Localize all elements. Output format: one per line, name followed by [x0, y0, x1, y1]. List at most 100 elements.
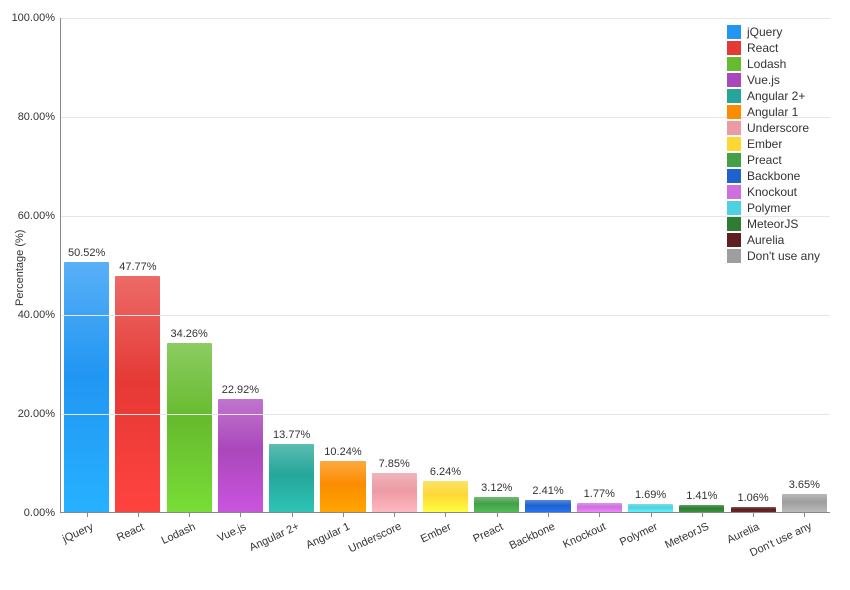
x-tick-label: Lodash: [160, 521, 198, 547]
gridline: [61, 117, 830, 118]
bars-container: 50.52%jQuery47.77%React34.26%Lodash22.92…: [61, 18, 830, 512]
legend-swatch: [727, 41, 741, 55]
legend-item: Vue.js: [727, 73, 820, 87]
legend-swatch: [727, 153, 741, 167]
bar-value-label: 10.24%: [324, 446, 361, 458]
x-tick-label: Angular 2+: [247, 520, 301, 553]
legend-swatch: [727, 121, 741, 135]
y-tick-label: 20.00%: [18, 408, 61, 420]
gridline: [61, 216, 830, 217]
x-tick-label: Aurelia: [725, 521, 761, 546]
x-tick-label: jQuery: [60, 521, 94, 546]
bar-slot: 22.92%Vue.js: [215, 18, 266, 512]
bar-value-label: 3.65%: [789, 479, 820, 491]
legend-item: Angular 1: [727, 105, 820, 119]
legend-label: Don't use any: [747, 249, 820, 263]
x-tick-label: Angular 1: [304, 521, 352, 552]
bar-value-label: 6.24%: [430, 466, 461, 478]
bar-value-label: 13.77%: [273, 429, 310, 441]
legend-label: Preact: [747, 153, 782, 167]
gridline: [61, 414, 830, 415]
x-tick-label: Polymer: [618, 521, 660, 549]
bar-value-label: 50.52%: [68, 247, 105, 259]
bar-slot: 2.41%Backbone: [522, 18, 573, 512]
bar-value-label: 1.77%: [584, 488, 615, 500]
x-tick-mark: [343, 512, 344, 517]
legend-label: Knockout: [747, 185, 797, 199]
legend-item: React: [727, 41, 820, 55]
legend-label: Backbone: [747, 169, 800, 183]
y-tick-label: 100.00%: [12, 12, 61, 24]
x-tick-mark: [651, 512, 652, 517]
bar: 47.77%: [115, 276, 160, 512]
bar-slot: 50.52%jQuery: [61, 18, 112, 512]
bar: 7.85%: [372, 473, 417, 512]
bar: 10.24%: [320, 461, 365, 512]
x-tick-mark: [87, 512, 88, 517]
bar: 3.12%: [474, 497, 519, 512]
x-tick-mark: [445, 512, 446, 517]
legend-label: Lodash: [747, 57, 786, 71]
legend-label: Underscore: [747, 121, 809, 135]
legend-swatch: [727, 169, 741, 183]
legend-swatch: [727, 89, 741, 103]
bar-slot: 1.77%Knockout: [574, 18, 625, 512]
bar: 6.24%: [423, 481, 468, 512]
x-tick-mark: [138, 512, 139, 517]
bar-slot: 13.77%Angular 2+: [266, 18, 317, 512]
bar: 1.77%: [577, 503, 622, 512]
x-tick-mark: [702, 512, 703, 517]
legend-label: React: [747, 41, 778, 55]
x-tick-mark: [189, 512, 190, 517]
legend-swatch: [727, 137, 741, 151]
legend-item: Ember: [727, 137, 820, 151]
bar-slot: 10.24%Angular 1: [317, 18, 368, 512]
legend-item: Polymer: [727, 201, 820, 215]
bar: 2.41%: [525, 500, 570, 512]
legend-swatch: [727, 249, 741, 263]
legend-item: jQuery: [727, 25, 820, 39]
bar-slot: 47.77%React: [112, 18, 163, 512]
legend-label: Polymer: [747, 201, 791, 215]
bar-value-label: 2.41%: [532, 485, 563, 497]
legend-swatch: [727, 105, 741, 119]
x-tick-label: Knockout: [561, 521, 608, 551]
legend-label: Vue.js: [747, 73, 780, 87]
legend-item: Don't use any: [727, 249, 820, 263]
x-tick-mark: [753, 512, 754, 517]
legend-swatch: [727, 201, 741, 215]
y-tick-label: 80.00%: [18, 111, 61, 123]
x-tick-mark: [394, 512, 395, 517]
legend-item: Angular 2+: [727, 89, 820, 103]
legend-label: jQuery: [747, 25, 782, 39]
y-axis-title: Percentage (%): [14, 229, 26, 305]
legend-item: Aurelia: [727, 233, 820, 247]
bar-value-label: 1.69%: [635, 489, 666, 501]
legend-swatch: [727, 217, 741, 231]
legend-label: Angular 2+: [747, 89, 805, 103]
legend-label: Aurelia: [747, 233, 784, 247]
bar-value-label: 1.06%: [737, 492, 768, 504]
bar: 50.52%: [64, 262, 109, 512]
legend-swatch: [727, 73, 741, 87]
legend-label: Ember: [747, 137, 782, 151]
x-tick-mark: [292, 512, 293, 517]
x-tick-label: MeteorJS: [663, 521, 711, 552]
legend: jQuery React Lodash Vue.js Angular 2+ Angular…: [727, 25, 820, 263]
legend-swatch: [727, 185, 741, 199]
bar-value-label: 34.26%: [171, 328, 208, 340]
legend-item: Backbone: [727, 169, 820, 183]
legend-item: Underscore: [727, 121, 820, 135]
x-tick-mark: [240, 512, 241, 517]
legend-label: MeteorJS: [747, 217, 798, 231]
bar: 13.77%: [269, 444, 314, 512]
legend-item: Lodash: [727, 57, 820, 71]
legend-swatch: [727, 233, 741, 247]
y-tick-label: 40.00%: [18, 309, 61, 321]
bar-slot: 3.12%Preact: [471, 18, 522, 512]
legend-item: Preact: [727, 153, 820, 167]
bar-slot: 6.24%Ember: [420, 18, 471, 512]
bar-value-label: 7.85%: [379, 458, 410, 470]
legend-item: MeteorJS: [727, 217, 820, 231]
gridline: [61, 315, 830, 316]
